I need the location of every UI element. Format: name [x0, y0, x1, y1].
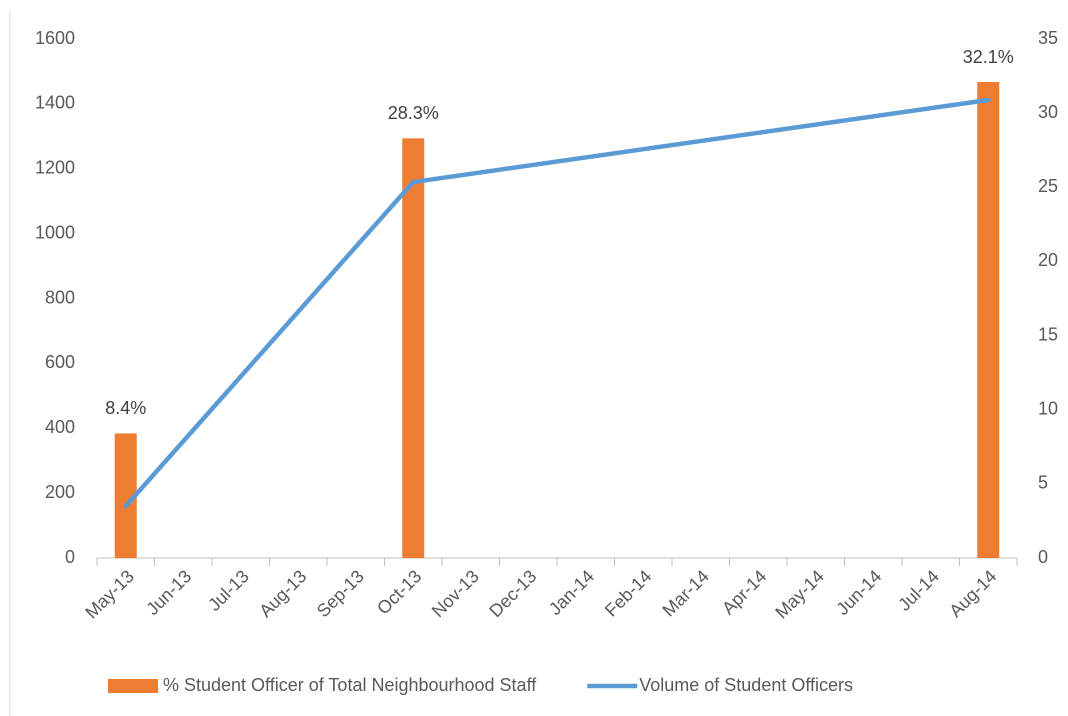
- y-tick-label: 200: [45, 482, 75, 502]
- x-tick-label: Jun-13: [142, 566, 195, 619]
- y-tick-label: 0: [65, 547, 75, 567]
- legend-label: Volume of Student Officers: [639, 675, 853, 695]
- y-tick-label: 600: [45, 352, 75, 372]
- data-label: 8.4%: [105, 398, 146, 418]
- y-tick-label: 1600: [35, 28, 75, 48]
- x-tick-label: May-13: [81, 566, 138, 623]
- y-tick-label: 1200: [35, 158, 75, 178]
- y2-tick-label: 0: [1038, 547, 1048, 567]
- x-tick-label: Nov-13: [428, 566, 483, 621]
- line: [123, 97, 991, 509]
- x-tick-label: May-14: [771, 566, 828, 623]
- x-tick-label: Mar-14: [658, 566, 712, 620]
- x-tick-label: Apr-14: [718, 566, 770, 618]
- bar: [114, 433, 137, 558]
- legend-label: % Student Officer of Total Neighbourhood…: [163, 675, 537, 695]
- data-label: 32.1%: [963, 47, 1014, 67]
- y2-tick-label: 10: [1038, 398, 1058, 418]
- y-tick-label: 400: [45, 417, 75, 437]
- x-tick-label: Jul-14: [894, 566, 943, 615]
- y2-tick-label: 5: [1038, 473, 1048, 493]
- data-label: 28.3%: [388, 103, 439, 123]
- x-tick-label: Jul-13: [204, 566, 253, 615]
- y2-tick-label: 20: [1038, 250, 1058, 270]
- x-tick-label: Sep-13: [313, 566, 368, 621]
- y-tick-label: 1400: [35, 93, 75, 113]
- bar: [402, 138, 425, 558]
- x-tick-label: Jan-14: [545, 566, 598, 619]
- y-tick-label: 1000: [35, 222, 75, 242]
- x-tick-label: Aug-13: [255, 566, 310, 621]
- legend-swatch: [108, 679, 158, 693]
- x-tick-label: Oct-13: [373, 566, 425, 618]
- y2-tick-label: 25: [1038, 176, 1058, 196]
- x-tick-label: Dec-13: [485, 566, 540, 621]
- x-tick-label: Aug-14: [945, 566, 1000, 621]
- y2-tick-label: 15: [1038, 324, 1058, 344]
- y2-tick-label: 30: [1038, 102, 1058, 122]
- bar: [977, 82, 1000, 558]
- y2-tick-label: 35: [1038, 28, 1058, 48]
- x-tick-label: Feb-14: [601, 566, 655, 620]
- y-tick-label: 800: [45, 287, 75, 307]
- x-tick-label: Jun-14: [832, 566, 885, 619]
